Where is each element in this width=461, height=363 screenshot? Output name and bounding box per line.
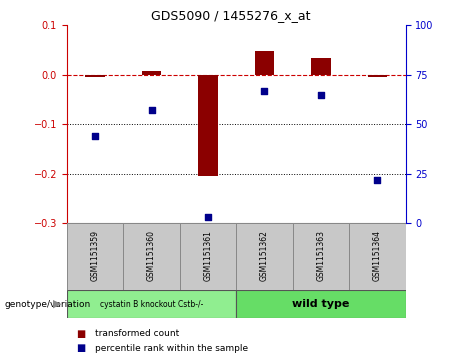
Text: GSM1151362: GSM1151362 xyxy=(260,230,269,281)
Bar xyxy=(67,223,123,290)
Bar xyxy=(311,58,331,75)
Text: GSM1151359: GSM1151359 xyxy=(90,230,100,281)
Text: GSM1151361: GSM1151361 xyxy=(203,230,213,281)
Bar xyxy=(236,223,293,290)
Text: GSM1151364: GSM1151364 xyxy=(373,230,382,281)
Bar xyxy=(85,75,105,77)
Text: transformed count: transformed count xyxy=(95,330,179,338)
Bar xyxy=(198,75,218,176)
Point xyxy=(204,215,212,220)
Bar xyxy=(349,223,406,290)
Bar xyxy=(180,223,236,290)
Text: percentile rank within the sample: percentile rank within the sample xyxy=(95,344,248,353)
Text: ▶: ▶ xyxy=(53,299,62,309)
Text: GSM1151363: GSM1151363 xyxy=(316,230,325,281)
Text: wild type: wild type xyxy=(292,299,349,309)
Text: genotype/variation: genotype/variation xyxy=(5,299,91,309)
Bar xyxy=(293,223,349,290)
Point xyxy=(317,92,325,98)
Bar xyxy=(254,51,274,75)
Bar xyxy=(123,223,180,290)
Point xyxy=(148,107,155,113)
Bar xyxy=(367,75,387,77)
Text: ■: ■ xyxy=(76,329,85,339)
Point xyxy=(374,177,381,183)
Point xyxy=(261,88,268,94)
Text: cystatin B knockout Cstb-/-: cystatin B knockout Cstb-/- xyxy=(100,299,203,309)
Bar xyxy=(67,290,236,318)
Text: GDS5090 / 1455276_x_at: GDS5090 / 1455276_x_at xyxy=(151,9,310,22)
Bar xyxy=(236,290,406,318)
Point xyxy=(91,133,99,139)
Bar xyxy=(142,71,161,75)
Text: GSM1151360: GSM1151360 xyxy=(147,230,156,281)
Text: ■: ■ xyxy=(76,343,85,354)
